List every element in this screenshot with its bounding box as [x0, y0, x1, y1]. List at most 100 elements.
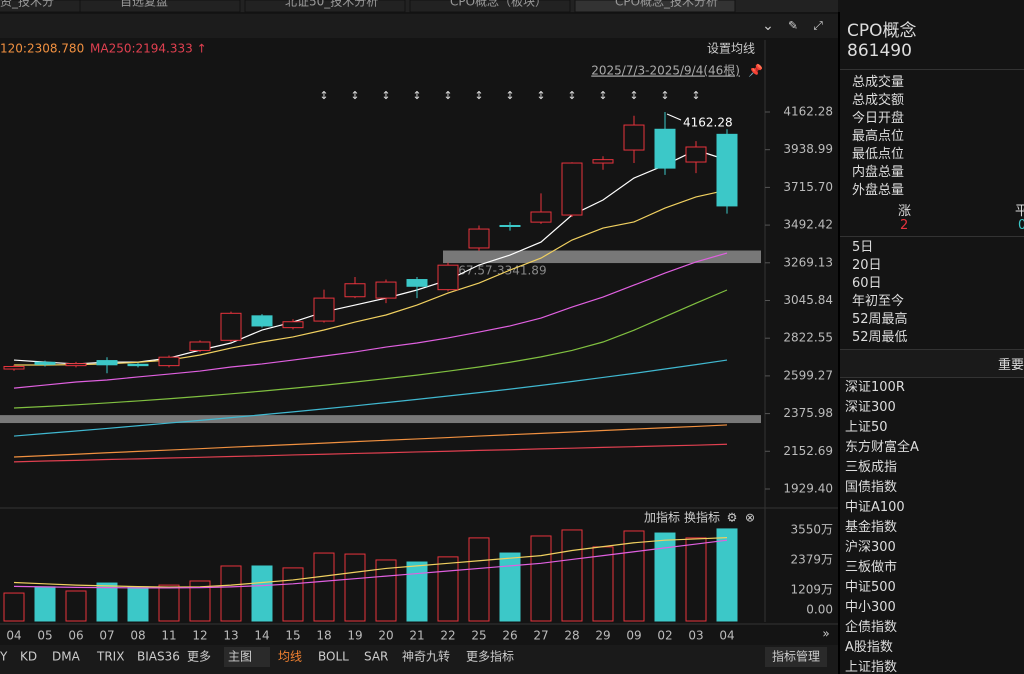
ma-line	[13, 252, 728, 389]
draw-icon[interactable]: ✎	[788, 19, 798, 33]
bottom-button[interactable]: 神奇九转	[402, 649, 450, 664]
fullscreen-icon[interactable]: ⤢	[812, 19, 823, 33]
tab-label[interactable]: 资_技术分	[0, 0, 54, 9]
y-tick-label: 0.00	[806, 603, 833, 617]
tab-label[interactable]: CPO概念（板块）	[450, 0, 547, 9]
index-item[interactable]: 企债指数	[845, 620, 898, 635]
bottom-button[interactable]: BIAS36	[137, 650, 180, 664]
bottom-button[interactable]: SAR	[364, 650, 388, 664]
pin-icon[interactable]: 📌	[748, 63, 763, 78]
indicator-manage[interactable]: 指标管理	[772, 649, 820, 664]
switch-indicator[interactable]: 换指标	[684, 510, 720, 525]
marker: ↕	[691, 89, 700, 102]
bottom-button[interactable]: Y	[0, 650, 8, 664]
volume-bar	[468, 537, 490, 622]
tab-label[interactable]: 自选复盘	[120, 0, 168, 9]
collapse-icon[interactable]: ⌄	[762, 18, 774, 34]
tab-label[interactable]: 北证50_技术分析	[285, 0, 378, 9]
ma-setting[interactable]: 设置均线	[707, 42, 755, 56]
field-label: 今日开盘	[852, 111, 905, 126]
volume-bar	[127, 586, 149, 622]
y-tick-label: 3269.13	[783, 255, 833, 269]
volume-bar	[251, 565, 273, 622]
field-label: 外盘总量	[852, 183, 905, 198]
candle-body	[468, 228, 490, 249]
volume-bar	[34, 586, 56, 622]
volume-bar	[623, 530, 645, 622]
index-item[interactable]: 深证100R	[845, 380, 905, 395]
x-tick-label: 03	[688, 629, 703, 643]
bottom-button[interactable]: TRIX	[96, 650, 124, 664]
marker: ↕	[660, 89, 669, 102]
candle-body	[313, 297, 335, 322]
rise: 涨	[898, 204, 912, 219]
index-item[interactable]: 中证A100	[845, 500, 905, 515]
tab[interactable]	[79, 0, 241, 13]
index-item[interactable]: A股指数	[845, 640, 893, 655]
field-label: 总成交量	[852, 75, 905, 90]
flat: 平	[1015, 200, 1024, 219]
marker: ↕	[505, 89, 514, 102]
marker: ↕	[598, 89, 607, 102]
candle-body	[499, 225, 521, 228]
index-item[interactable]: 中小300	[845, 600, 896, 615]
tab-label[interactable]: CPO概念_技术分析	[615, 0, 718, 9]
x-tick-label: 19	[347, 629, 362, 643]
y-tick-label: 3938.99	[783, 142, 833, 156]
field-label: 总成交额	[852, 93, 905, 108]
index-item[interactable]: 国债指数	[845, 480, 898, 495]
index-item[interactable]: 三板成指	[845, 460, 898, 475]
x-tick-label: 02	[657, 629, 672, 643]
settings-icon[interactable]: ⚙	[727, 511, 738, 525]
chart-area: ⌄ ✎ ⤢ 120:2308.780 MA250:2194.333 ↑ 设置均线…	[0, 0, 838, 674]
marker: ↕	[350, 89, 359, 102]
index-item[interactable]: 上证50	[845, 420, 888, 435]
x-tick-label: 18	[316, 629, 331, 643]
index-item[interactable]: 中证500	[845, 580, 896, 595]
index-item[interactable]: 深证300	[845, 400, 896, 415]
index-item[interactable]: 沪深300	[845, 540, 896, 555]
index-item[interactable]: 三板做市	[845, 560, 898, 575]
candle-body	[220, 312, 242, 341]
candle-body	[654, 128, 676, 169]
bottom-button[interactable]: 均线	[278, 650, 302, 664]
bottom-bar	[0, 645, 838, 674]
x-tick-label: 07	[99, 629, 114, 643]
rise-count: 2	[900, 218, 909, 233]
close-icon[interactable]: ⊗	[745, 511, 755, 525]
add-indicator[interactable]: 加指标	[644, 510, 680, 525]
marker: ↕	[474, 89, 483, 102]
volume-bar	[437, 556, 459, 622]
candle-body	[623, 124, 645, 151]
period-label: 5日	[852, 240, 874, 255]
bottom-button[interactable]: 更多指标	[466, 649, 514, 664]
volume-bar	[716, 528, 738, 622]
index-item[interactable]: 东方财富全A	[845, 440, 919, 455]
stock-name: CPO概念	[847, 21, 917, 41]
zone	[443, 250, 761, 264]
index-item[interactable]: 上证指数	[845, 660, 898, 674]
x-tick-label: 06	[68, 629, 83, 643]
volume-bar	[158, 584, 180, 622]
candle-body	[251, 315, 273, 327]
bottom-button[interactable]: BOLL	[318, 650, 349, 664]
tab[interactable]	[574, 0, 736, 13]
y-tick-label: 2599.27	[783, 368, 833, 382]
tab[interactable]	[409, 0, 571, 13]
x-tick-label: 29	[595, 629, 610, 643]
y-tick-label: 4162.28	[783, 104, 833, 118]
x-tick-label: 28	[564, 629, 579, 643]
candle-body	[592, 159, 614, 164]
bottom-button[interactable]: KD	[20, 650, 37, 664]
index-item[interactable]: 基金指数	[845, 520, 898, 535]
bottom-button[interactable]: 更多	[187, 650, 211, 664]
bottom-button[interactable]: 主图	[228, 650, 252, 664]
marker: ↕	[319, 89, 328, 102]
scroll-icon[interactable]: »	[822, 627, 829, 641]
field-label: 最低点位	[852, 147, 905, 162]
candle-body	[344, 283, 366, 298]
x-tick-label: 08	[130, 629, 145, 643]
ma-line	[14, 189, 728, 366]
tab[interactable]	[244, 0, 406, 13]
bottom-button[interactable]: DMA	[52, 650, 81, 664]
